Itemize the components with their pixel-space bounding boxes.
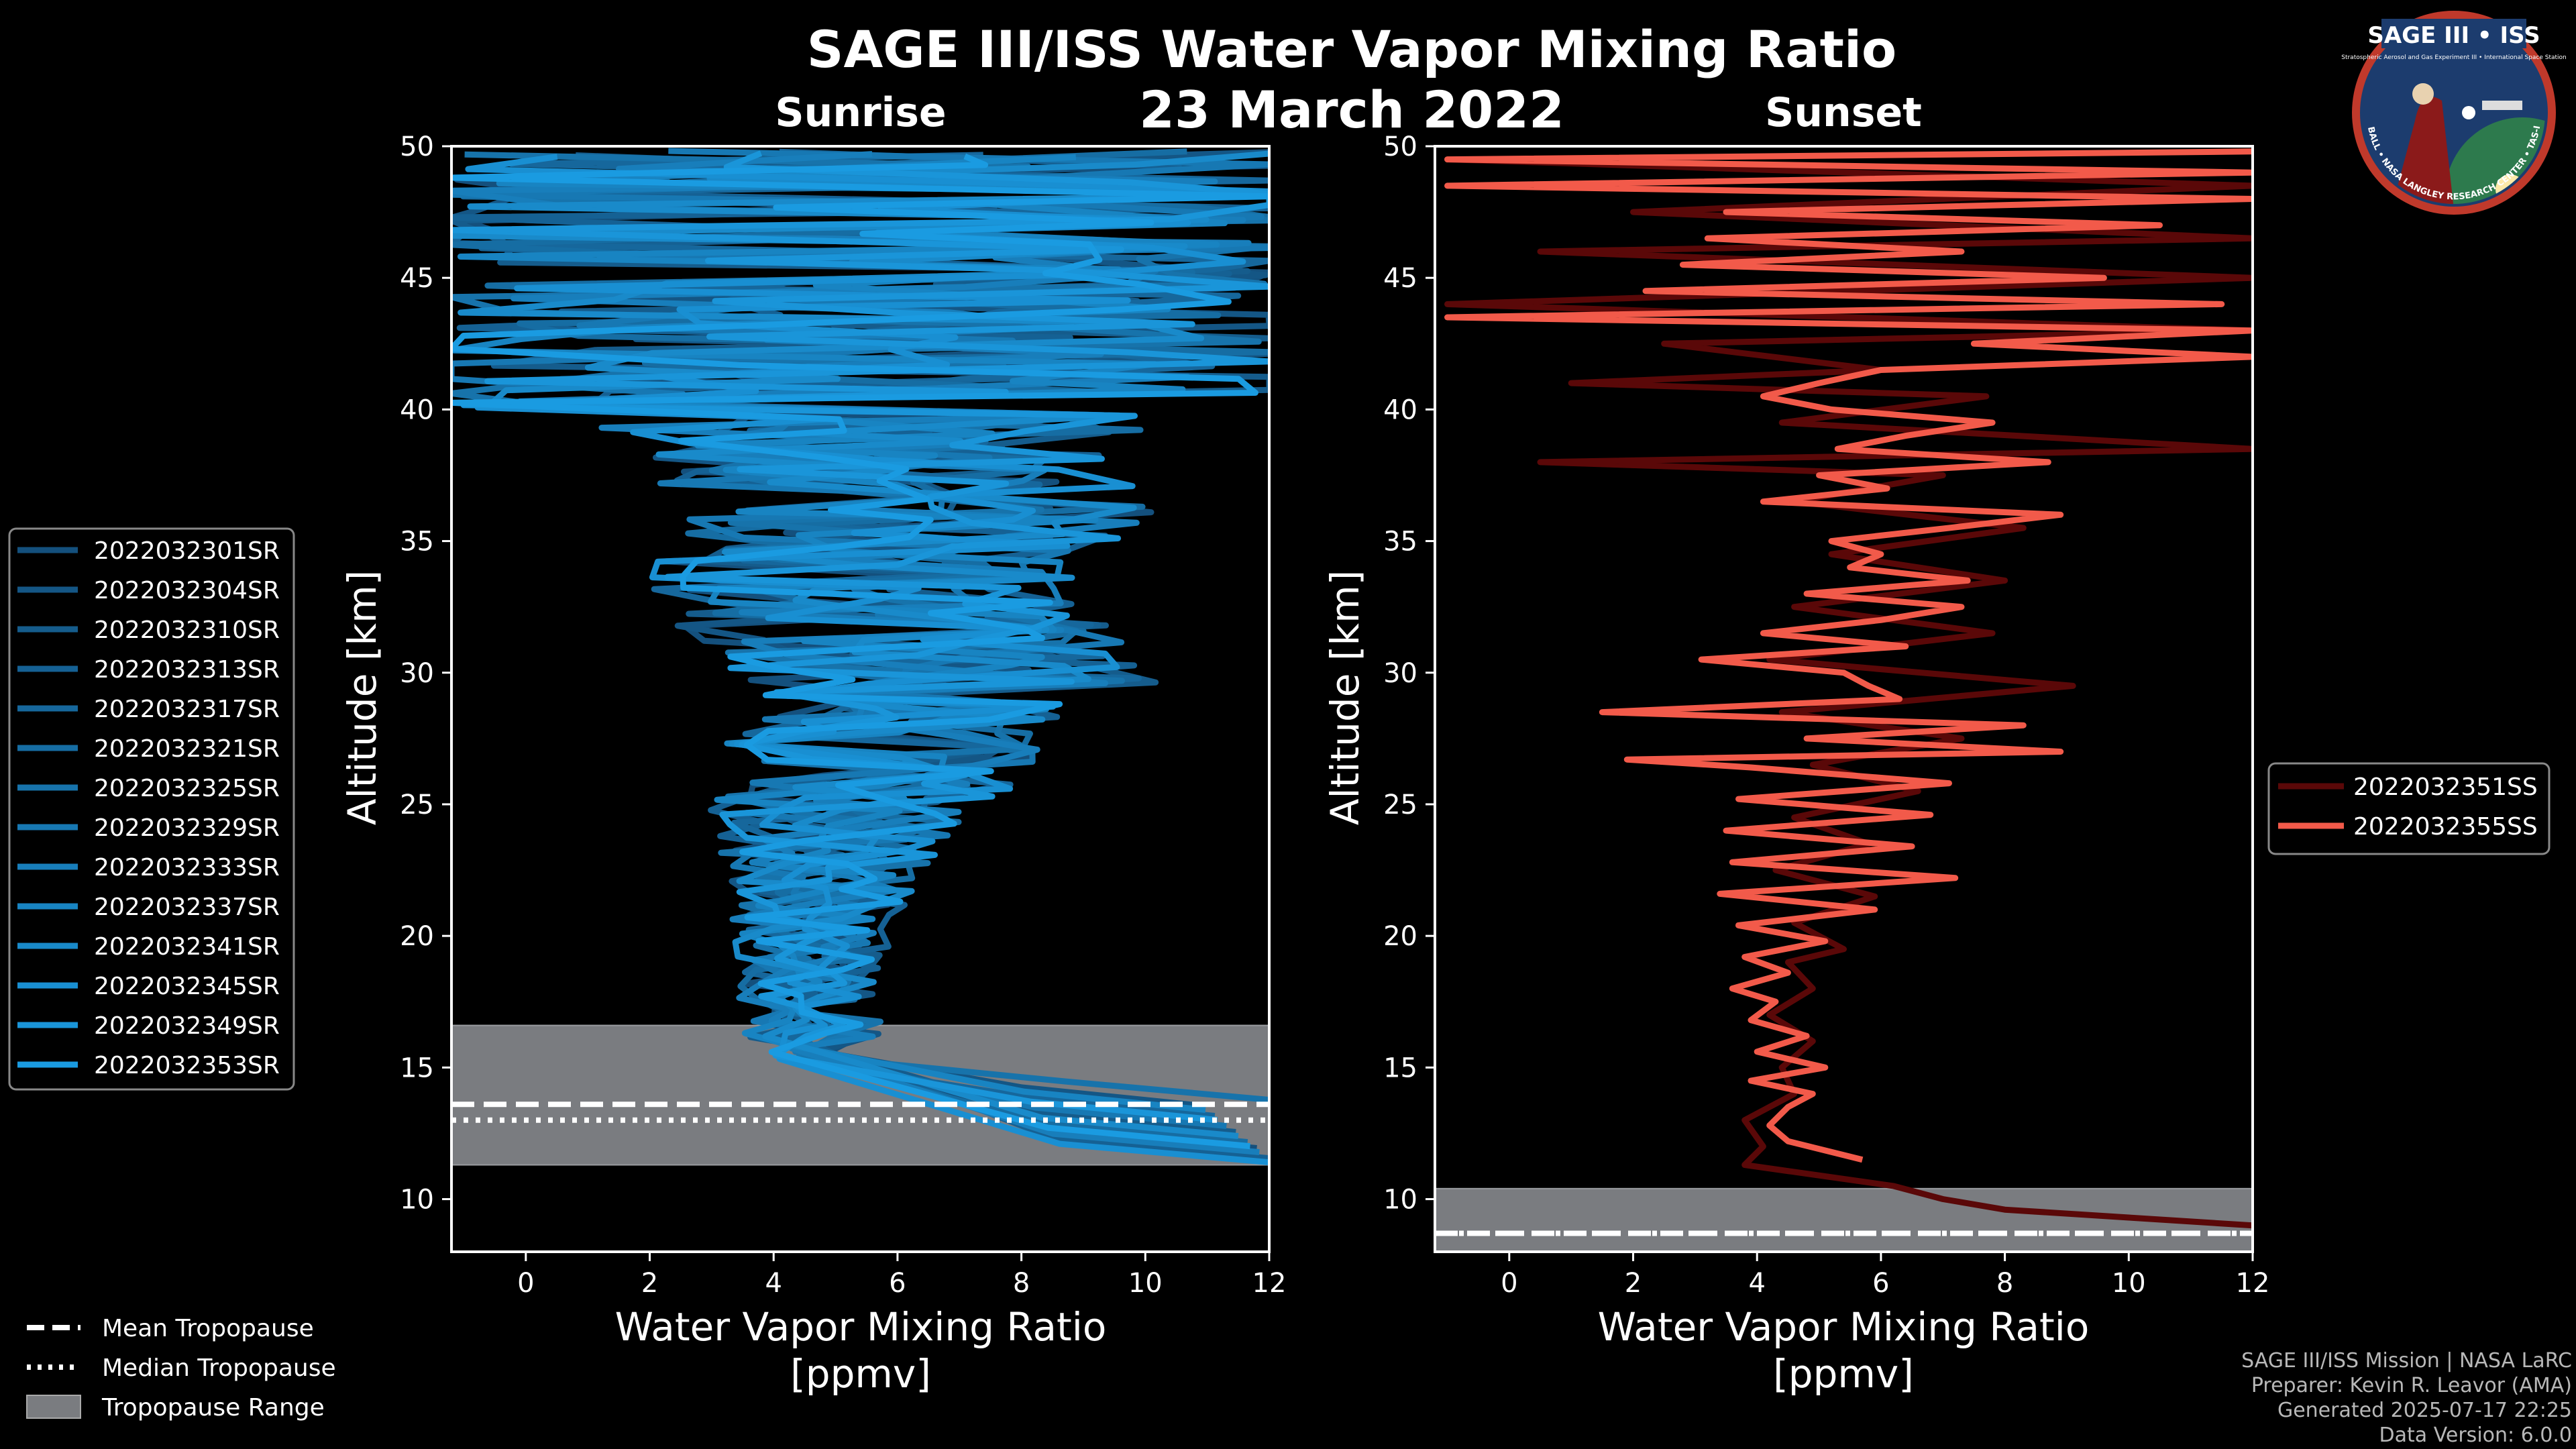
sunset-legend-label-55: 2022032355SS [2353, 813, 2538, 841]
plot-frame [450, 145, 1271, 1253]
credit-mission: SAGE III/ISS Mission | NASA LaRC [2241, 1349, 2572, 1373]
x-tick-label: 2 [641, 1268, 658, 1299]
y-tick-label: 40 [400, 394, 434, 425]
logo-title-band [2381, 19, 2526, 48]
profile-lines [451, 148, 1269, 1166]
sunrise-legend-label: 2022032317SR [94, 696, 280, 723]
sunrise-plot: 0 2 4 6 8 10 12 10 15 20 25 30 35 40 45 50 [400, 131, 1286, 1299]
sunset-x-axis-label: Water Vapor Mixing Ratio [1598, 1304, 2090, 1350]
sunrise-legend-label: 2022032337SR [94, 894, 280, 921]
x-tick-label: 4 [765, 1268, 782, 1299]
y-tick-label: 30 [400, 658, 434, 689]
sunrise-legend-label: 2022032349SR [94, 1012, 280, 1040]
credit-data-version: Data Version: 6.0.0 [2379, 1424, 2572, 1447]
sunrise-legend: 2022032301SR 2022032304SR 2022032310SR 2022… [8, 527, 295, 1091]
sunrise-legend-label: 2022032301SR [94, 537, 280, 565]
sunset-x-axis-unit: [ppmv] [1773, 1351, 1914, 1397]
credit-generated: Generated 2025-07-17 22:25 [2277, 1399, 2572, 1422]
date-subtitle: 23 March 2022 [1139, 80, 1564, 140]
tropopause-legend: Mean Tropopause Median Tropopause Tropop… [26, 1315, 336, 1421]
y-tick-label: 30 [1383, 658, 1417, 689]
sunrise-profile-2022032353SR [451, 153, 1269, 1150]
y-tick-label: 10 [400, 1185, 434, 1216]
x-tick-label: 4 [1748, 1268, 1765, 1299]
sunrise-legend-frame [8, 527, 295, 1091]
x-tick-label: 6 [889, 1268, 906, 1299]
profile-lines [1444, 148, 2253, 1229]
y-tick-label: 20 [400, 921, 434, 952]
sunset-y-axis-label: Altitude [km] [1322, 570, 1368, 825]
sunrise-legend-label: 2022032304SR [94, 577, 280, 604]
y-tick-label: 10 [1383, 1185, 1417, 1216]
y-tick-label: 35 [400, 527, 434, 557]
tropopause-range-band [1434, 1187, 2253, 1253]
sunrise-profile-2022032341SR [451, 150, 1269, 1139]
moon-icon [2462, 106, 2475, 119]
x-tick-label: 8 [1996, 1268, 2013, 1299]
y-tick-label: 50 [400, 131, 434, 162]
x-tick-label: 2 [1625, 1268, 1642, 1299]
y-tick-label: 35 [1383, 527, 1417, 557]
y-tick-label: 20 [1383, 921, 1417, 952]
x-tick-label: 12 [1252, 1268, 1287, 1299]
logo-sub-text: Stratospheric Aerosol and Gas Experiment… [2341, 54, 2567, 61]
sunset-profile-2022032351SS [1444, 156, 2253, 1229]
sunrise-legend-label: 2022032310SR [94, 616, 280, 644]
sunrise-legend-label: 2022032313SR [94, 656, 280, 684]
iss-station-icon [2482, 101, 2522, 110]
sunrise-legend-label: 2022032325SR [94, 775, 280, 802]
sunrise-legend-label: 2022032341SR [94, 933, 280, 961]
y-tick-label: 15 [400, 1053, 434, 1083]
sunrise-legend-label: 2022032329SR [94, 814, 280, 842]
y-tick-label: 45 [1383, 263, 1417, 294]
sunrise-panel-title: Sunrise [775, 89, 946, 136]
sunset-legend-label-51: 2022032351SS [2353, 773, 2538, 801]
y-tick-label: 40 [1383, 394, 1417, 425]
sunrise-x-axis-label: Water Vapor Mixing Ratio [615, 1304, 1107, 1350]
y-tick-label: 45 [400, 263, 434, 294]
x-tick-label: 6 [1872, 1268, 1889, 1299]
tropopause-range-swatch [26, 1395, 81, 1419]
x-tick-label: 0 [517, 1268, 534, 1299]
x-tick-label: 10 [2112, 1268, 2146, 1299]
main-title: SAGE III/ISS Water Vapor Mixing Ratio [807, 19, 1897, 79]
mean-tropopause-label: Mean Tropopause [102, 1315, 314, 1342]
x-tick-label: 10 [1128, 1268, 1163, 1299]
median-tropopause-label: Median Tropopause [102, 1354, 336, 1382]
y-tick-label: 15 [1383, 1053, 1417, 1083]
sunset-plot: 0 2 4 6 8 10 12 10 15 20 25 30 35 40 45 50 [1383, 131, 2269, 1299]
sunrise-legend-label: 2022032333SR [94, 854, 280, 881]
sunrise-x-axis-unit: [ppmv] [790, 1351, 931, 1397]
x-tick-label: 0 [1501, 1268, 1517, 1299]
sunset-profile-2022032355SS [1444, 148, 2253, 1163]
credit-preparer: Preparer: Kevin R. Leavor (AMA) [2251, 1374, 2572, 1397]
sunrise-legend-label: 2022032321SR [94, 735, 280, 763]
sunrise-legend-label: 2022032345SR [94, 973, 280, 1000]
y-tick-label: 25 [400, 790, 434, 820]
tropopause-range-label: Tropopause Range [101, 1394, 325, 1421]
y-tick-label: 25 [1383, 790, 1417, 820]
sunrise-y-axis-label: Altitude [km] [339, 570, 385, 825]
x-tick-label: 8 [1013, 1268, 1030, 1299]
galileo-head-icon [2412, 83, 2434, 105]
logo-title-text: SAGE III • ISS [2367, 22, 2540, 49]
sunset-legend: 2022032351SS 2022032355SS [2267, 762, 2551, 855]
y-tick-label: 50 [1383, 131, 1417, 162]
sunset-panel-title: Sunset [1765, 89, 1922, 136]
plot-frame [1434, 145, 2254, 1253]
x-tick-label: 12 [2236, 1268, 2270, 1299]
sunrise-legend-label: 2022032353SR [94, 1052, 280, 1079]
